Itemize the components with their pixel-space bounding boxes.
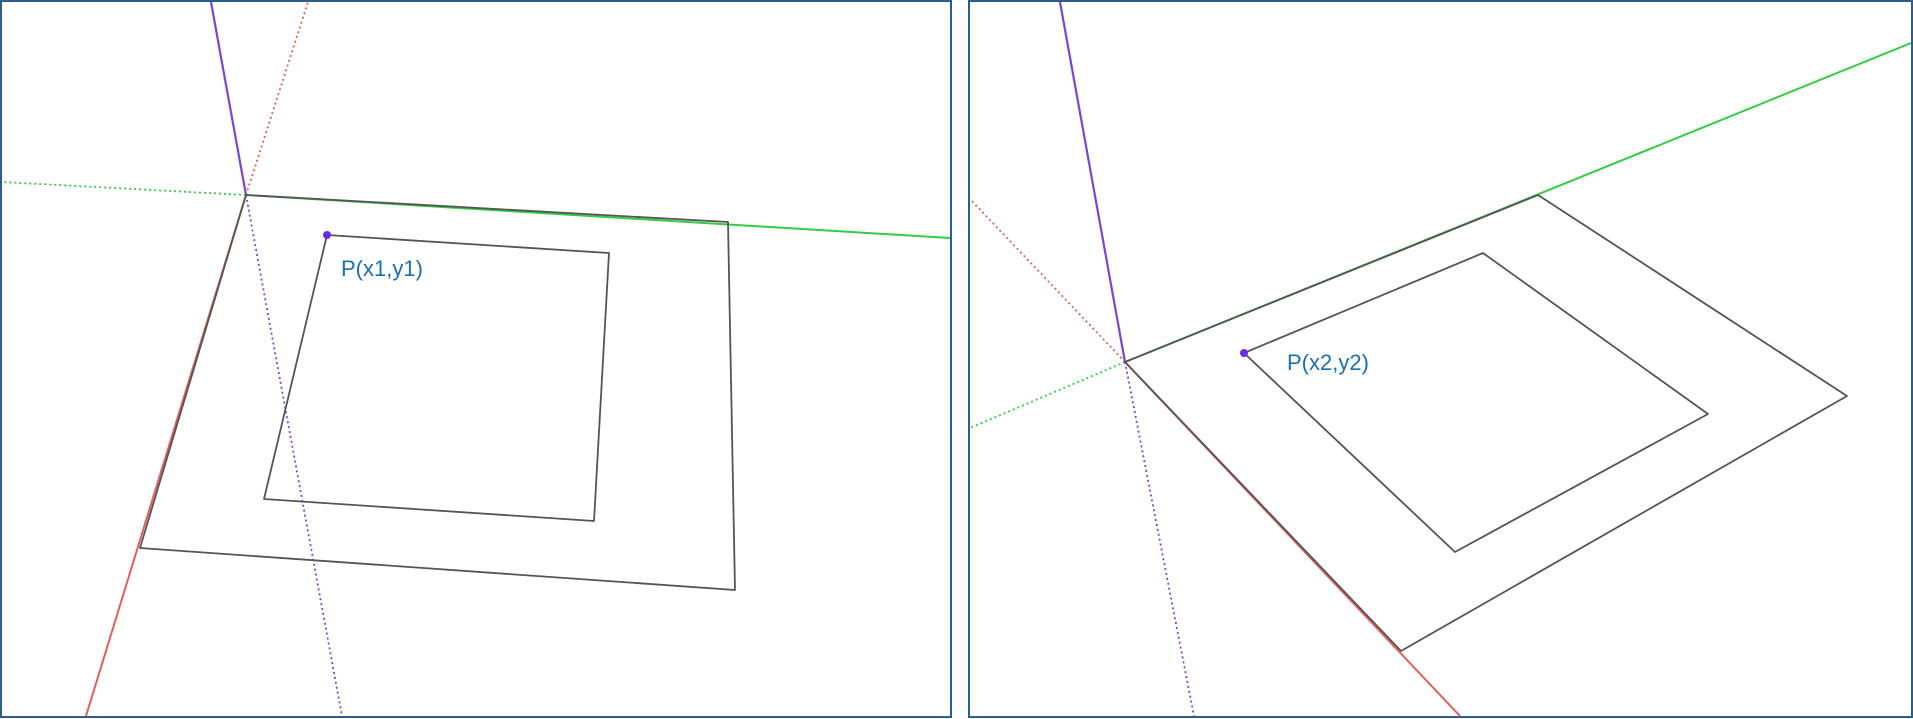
scene-right: P(x2,y2) (970, 2, 1911, 716)
green-axis-hidden (970, 361, 1126, 429)
inner-square (1243, 252, 1709, 553)
green-axis-hidden (2, 181, 247, 196)
viewport-left[interactable]: P(x1,y1) (0, 0, 952, 718)
point-label: P(x2,y2) (1287, 350, 1369, 375)
outer-square (139, 194, 736, 591)
point-marker[interactable] (1240, 349, 1248, 357)
red-axis-hidden (245, 2, 309, 196)
blue-axis-hidden (245, 194, 343, 716)
point-label: P(x1,y1) (341, 256, 423, 281)
red-axis-hidden (970, 198, 1126, 363)
scene-left: P(x1,y1) (2, 2, 950, 716)
blue-axis-hidden (1124, 361, 1195, 716)
blue-axis (209, 2, 248, 196)
point-marker[interactable] (323, 231, 331, 239)
viewport-right[interactable]: P(x2,y2) (968, 0, 1913, 718)
blue-axis (1058, 2, 1127, 363)
inner-square (263, 234, 610, 522)
outer-square (1124, 194, 1848, 652)
